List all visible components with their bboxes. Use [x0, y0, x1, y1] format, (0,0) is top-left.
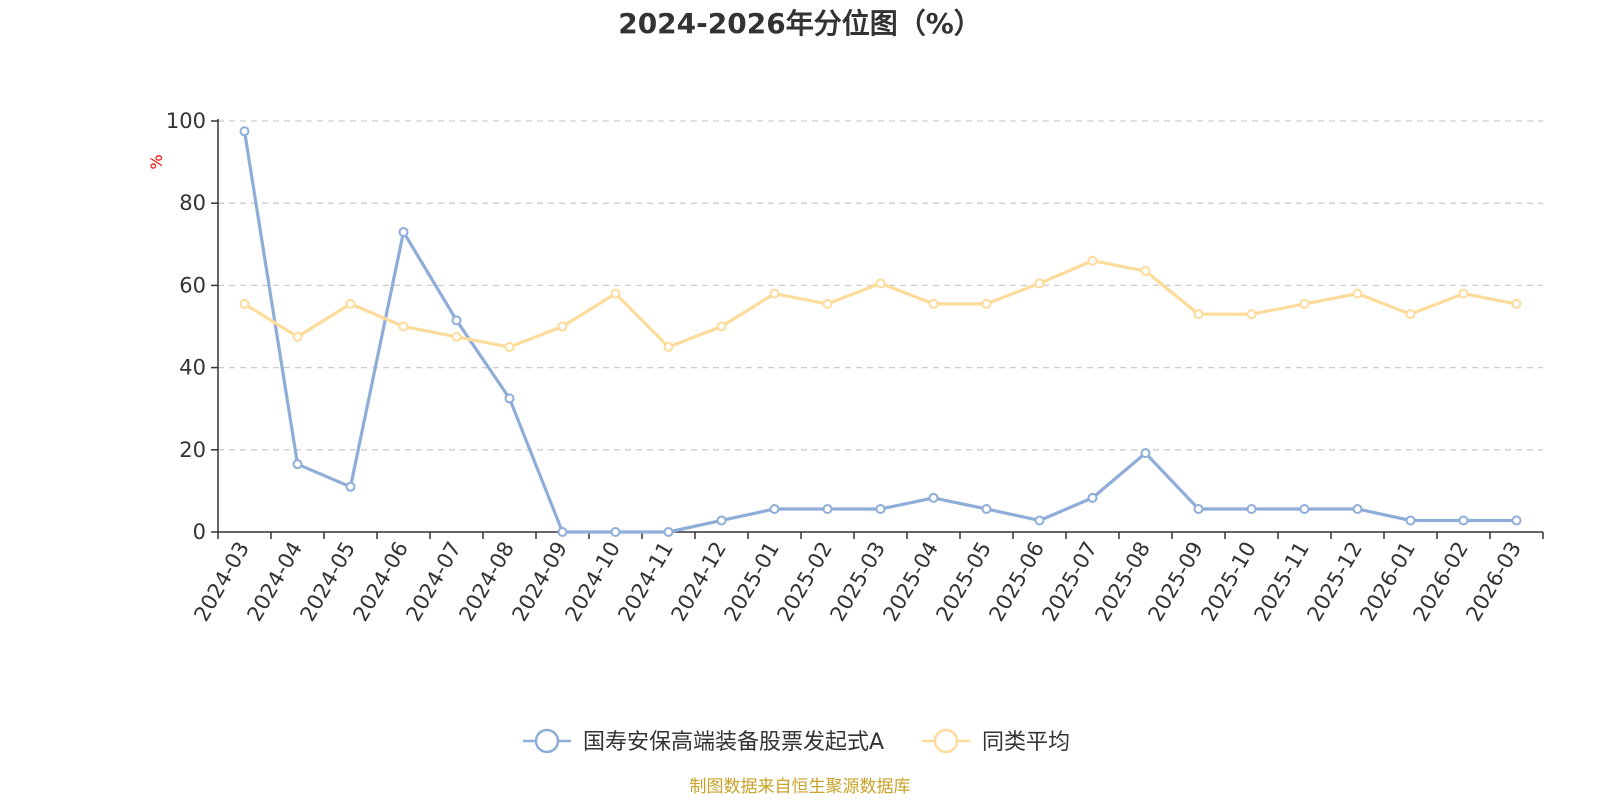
data-point [928, 298, 939, 309]
data-point [1405, 515, 1416, 526]
data-point [239, 126, 250, 137]
data-point [822, 503, 833, 514]
data-point [1140, 266, 1151, 277]
data-point [239, 298, 250, 309]
data-point [1299, 503, 1310, 514]
data-point [1458, 288, 1469, 299]
data-point [1246, 309, 1257, 320]
y-tick-label: 20 [179, 438, 206, 462]
data-point [292, 331, 303, 342]
legend: 国寿安保高端装备股票发起式A 同类平均 [523, 728, 1070, 755]
data-point [1352, 288, 1363, 299]
data-point [663, 342, 674, 353]
data-point [345, 298, 356, 309]
y-axis-unit-label: % [147, 154, 166, 169]
data-point [1511, 298, 1522, 309]
series-group [239, 126, 1522, 537]
data-point [1246, 503, 1257, 514]
axes [211, 119, 1544, 539]
data-point [451, 331, 462, 342]
y-tick-label: 40 [179, 356, 206, 380]
y-tick-label: 80 [179, 191, 206, 215]
data-point [610, 527, 621, 537]
data-point [610, 288, 621, 299]
data-point [557, 321, 568, 332]
chart-title: 2024-2026年分位图（%） [618, 7, 982, 40]
data-point [1511, 515, 1522, 526]
data-point [504, 342, 515, 353]
data-point [1087, 255, 1098, 266]
legend-item-0[interactable]: 国寿安保高端装备股票发起式A [523, 728, 884, 755]
data-point [716, 515, 727, 526]
data-point [1458, 515, 1469, 526]
data-point [451, 315, 462, 326]
series-0 [239, 126, 1522, 537]
y-tick-labels: 0 20 40 60 80 100 [166, 109, 206, 544]
legend-label: 国寿安保高端装备股票发起式A [583, 730, 884, 755]
data-point [769, 288, 780, 299]
series-line-1 [243, 259, 1517, 349]
data-point [822, 298, 833, 309]
data-point [557, 527, 568, 537]
series-1 [239, 255, 1522, 353]
data-point [345, 481, 356, 492]
y-tick-label: 100 [166, 109, 206, 133]
legend-marker-icon [933, 728, 959, 754]
data-point [1140, 448, 1151, 459]
data-point [663, 527, 674, 537]
legend-item-1[interactable]: 同类平均 [922, 728, 1070, 755]
y-tick-label: 0 [193, 520, 206, 544]
legend-label: 同类平均 [982, 730, 1070, 755]
x-tick-labels: 2024-032024-042024-052024-062024-072024-… [189, 538, 1526, 626]
data-point [1034, 278, 1045, 289]
source-note: 制图数据来自恒生聚源数据库 [690, 777, 911, 797]
data-point [1299, 298, 1310, 309]
data-point [1352, 503, 1363, 514]
data-point [981, 298, 992, 309]
data-point [716, 321, 727, 332]
data-point [504, 393, 515, 404]
y-tick-label: 60 [179, 273, 206, 297]
data-point [1087, 492, 1098, 503]
data-point [1193, 503, 1204, 514]
data-point [875, 278, 886, 289]
data-point [398, 321, 409, 332]
data-point [1034, 515, 1045, 526]
data-point [292, 459, 303, 470]
data-point [769, 503, 780, 514]
legend-marker-icon [534, 728, 560, 754]
data-point [928, 492, 939, 503]
data-point [1193, 309, 1204, 320]
data-point [398, 226, 409, 237]
data-point [1405, 309, 1416, 320]
data-point [981, 503, 992, 514]
data-point [875, 503, 886, 514]
